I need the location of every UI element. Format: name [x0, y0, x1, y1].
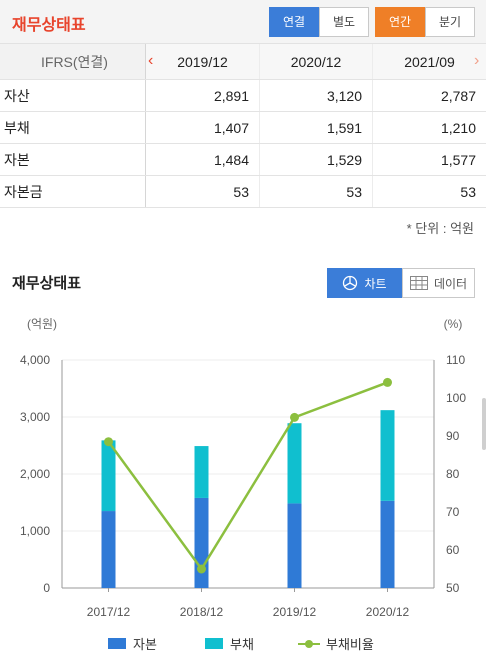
right-tick-label: 60 — [446, 543, 460, 557]
right-tick-label: 50 — [446, 581, 460, 595]
x-tick-label: 2018/12 — [180, 605, 224, 619]
right-tick-label: 70 — [446, 505, 460, 519]
column-header: 2020/12 — [259, 44, 372, 79]
right-tick-label: 80 — [446, 467, 460, 481]
x-tick-label: 2020/12 — [366, 605, 410, 619]
x-tick-label: 2019/12 — [273, 605, 317, 619]
table-header-row: IFRS(연결) 2019/12 2020/12 2021/09 ‹ › — [0, 44, 486, 80]
column-header: 2019/12 — [177, 53, 228, 70]
table-row: 자본 1,484 1,529 1,577 — [0, 144, 486, 176]
data-view-label: 데이터 — [433, 276, 468, 291]
right-tick-label: 100 — [446, 391, 466, 405]
pie-chart-icon — [343, 275, 358, 291]
scrollbar[interactable] — [482, 398, 486, 450]
standard-label: IFRS(연결) — [0, 44, 146, 79]
legend-swatch — [205, 638, 223, 649]
table-cell: 3,120 — [259, 80, 372, 111]
bar-liabilities — [380, 410, 395, 501]
bar-liabilities — [287, 423, 302, 504]
legend-swatch — [108, 638, 126, 649]
bar-equity — [287, 503, 302, 588]
scope-toggle: 연결 별도 — [269, 7, 369, 37]
right-tick-label: 90 — [446, 429, 460, 443]
table-cell: 53 — [233, 183, 249, 200]
table-cell: 1,210 — [372, 112, 486, 143]
row-label: 부채 — [0, 112, 146, 143]
right-tick-label: 110 — [446, 353, 465, 367]
legend-item-equity[interactable]: 자본 — [108, 634, 157, 653]
chart-view-label: 차트 — [364, 276, 387, 291]
legend-item-liabilities[interactable]: 부채 — [205, 634, 254, 653]
right-axis-unit: (%) — [444, 317, 463, 331]
table-cell: 1,484 — [213, 151, 249, 168]
table-cell: 53 — [372, 176, 486, 207]
bar-equity — [194, 497, 209, 588]
table-cell: 2,787 — [372, 80, 486, 111]
legend-item-debt-ratio[interactable]: 부채비율 — [298, 634, 374, 653]
table-row: 자산 2,891 3,120 2,787 — [0, 80, 486, 112]
legend-label: 부채비율 — [326, 637, 374, 652]
page-title: 재무상태표 — [12, 17, 86, 34]
consolidated-tab[interactable]: 연결 — [269, 7, 319, 37]
legend-label: 자본 — [133, 637, 157, 652]
table-cell: 53 — [259, 176, 372, 207]
table-cell: 1,591 — [259, 112, 372, 143]
left-tick-label: 1,000 — [20, 524, 50, 538]
left-tick-label: 3,000 — [20, 410, 50, 424]
point-debt-ratio — [104, 437, 113, 447]
bar-equity — [380, 500, 395, 588]
left-axis-unit: (억원) — [27, 317, 57, 331]
column-header: 2021/09 — [372, 44, 486, 79]
separate-tab[interactable]: 별도 — [319, 7, 369, 37]
table-grid-icon — [409, 276, 428, 290]
bar-equity — [101, 511, 116, 588]
table-cell: 1,577 — [372, 144, 486, 175]
table-row: 부채 1,407 1,591 1,210 — [0, 112, 486, 144]
page-header: 재무상태표 연결 별도 연간 분기 — [0, 0, 486, 44]
period-toggle: 연간 분기 — [375, 7, 475, 37]
row-label: 자본 — [0, 144, 146, 175]
chart-section-title: 재무상태표 — [12, 275, 82, 292]
chart-view-button[interactable]: 차트 — [327, 268, 402, 298]
line-debt-ratio — [107, 381, 388, 572]
left-tick-label: 4,000 — [20, 353, 50, 367]
bar-liabilities — [101, 440, 116, 512]
point-debt-ratio — [290, 412, 299, 422]
table-cell: 2,891 — [213, 87, 249, 104]
prev-period-icon[interactable]: ‹ — [148, 52, 154, 69]
legend-line-marker — [298, 638, 320, 649]
point-debt-ratio — [383, 377, 392, 387]
point-debt-ratio — [197, 564, 206, 574]
row-label: 자산 — [0, 80, 146, 111]
next-period-icon[interactable]: › — [474, 52, 480, 69]
quarterly-tab[interactable]: 분기 — [425, 7, 475, 37]
x-tick-label: 2017/12 — [87, 605, 131, 619]
balance-sheet-chart: (억원) (%) 4,000 3,000 2,000 1,000 0 110 100 90 80 70… — [20, 317, 466, 619]
legend-label: 부채 — [230, 637, 254, 652]
left-tick-label: 2,000 — [20, 467, 50, 481]
table-cell: 1,529 — [259, 144, 372, 175]
data-view-button[interactable]: 데이터 — [402, 268, 475, 298]
table-cell: 1,407 — [213, 119, 249, 136]
table-row: 자본금 53 53 53 — [0, 176, 486, 208]
left-tick-label: 0 — [43, 581, 50, 595]
bar-liabilities — [194, 446, 209, 498]
annual-tab[interactable]: 연간 — [375, 7, 425, 37]
unit-note: * 단위 : 억원 — [406, 221, 474, 236]
chart-legend: 자본 부채 부채비율 — [0, 634, 486, 654]
row-label: 자본금 — [0, 176, 146, 207]
